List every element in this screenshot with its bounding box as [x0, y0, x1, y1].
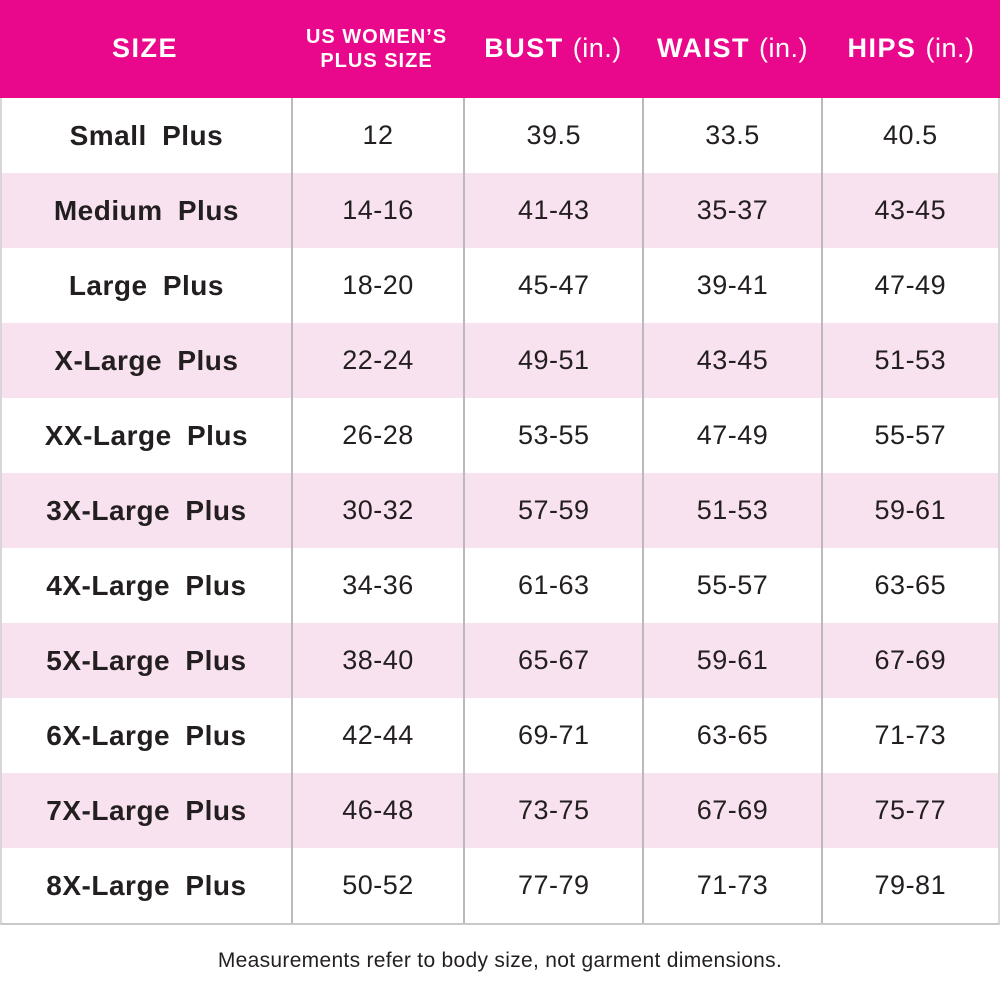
header-label-waist: WAIST: [657, 33, 750, 64]
header-label-plus-line2: PLUS SIZE: [320, 50, 433, 72]
hips-cell: 67-69: [820, 623, 998, 698]
size-cell: X-Large Plus: [54, 344, 239, 376]
size-cell: 7X-Large Plus: [46, 794, 247, 826]
bust-cell: 77-79: [463, 848, 642, 923]
waist-cell: 39-41: [642, 248, 820, 323]
table-row-xx-large-plus: XX-Large Plus 26-28 53-55 47-49 55-57: [2, 398, 998, 473]
plus-size-cell: 26-28: [290, 398, 463, 473]
hips-cell: 59-61: [820, 473, 998, 548]
size-cell: Medium Plus: [53, 194, 240, 226]
waist-cell: 51-53: [642, 473, 820, 548]
table-row-small-plus: Small Plus 12 39.5 33.5 40.5: [2, 98, 998, 173]
plus-size-cell: 14-16: [290, 173, 463, 248]
hips-cell: 79-81: [820, 848, 998, 923]
waist-cell: 43-45: [642, 323, 820, 398]
header-cell-us-womens-plus-size: US WOMEN’S PLUS SIZE: [290, 0, 463, 98]
waist-cell: 59-61: [642, 623, 820, 698]
plus-size-cell: 46-48: [290, 773, 463, 848]
table-row-6x-large-plus: 6X-Large Plus 42-44 69-71 63-65 71-73: [2, 698, 998, 773]
waist-cell: 67-69: [642, 773, 820, 848]
header-cell-bust: BUST (in.): [463, 0, 643, 98]
bust-cell: 69-71: [463, 698, 642, 773]
size-cell: 6X-Large Plus: [46, 719, 247, 751]
table-row-3x-large-plus: 3X-Large Plus 30-32 57-59 51-53 59-61: [2, 473, 998, 548]
size-cell: 8X-Large Plus: [46, 869, 247, 901]
plus-size-cell: 12: [290, 98, 463, 173]
header-cell-hips: HIPS (in.): [822, 0, 1000, 98]
size-cell: 3X-Large Plus: [46, 494, 247, 526]
bust-cell: 41-43: [463, 173, 642, 248]
plus-size-cell: 34-36: [290, 548, 463, 623]
waist-cell: 47-49: [642, 398, 820, 473]
waist-cell: 55-57: [642, 548, 820, 623]
header-unit-bust: (in.): [572, 33, 622, 64]
hips-cell: 63-65: [820, 548, 998, 623]
size-cell: XX-Large Plus: [44, 419, 249, 451]
table-row-x-large-plus: X-Large Plus 22-24 49-51 43-45 51-53: [2, 323, 998, 398]
plus-size-cell: 22-24: [290, 323, 463, 398]
measurement-note: Measurements refer to body size, not gar…: [217, 949, 783, 972]
plus-size-cell: 30-32: [290, 473, 463, 548]
header-label-plus-line1: US WOMEN’S: [305, 26, 448, 48]
table-row-8x-large-plus: 8X-Large Plus 50-52 77-79 71-73 79-81: [2, 848, 998, 923]
plus-size-cell: 50-52: [290, 848, 463, 923]
plus-size-cell: 42-44: [290, 698, 463, 773]
table-row-5x-large-plus: 5X-Large Plus 38-40 65-67 59-61 67-69: [2, 623, 998, 698]
waist-cell: 33.5: [642, 98, 820, 173]
table-body: Small Plus 12 39.5 33.5 40.5 Medium Plus…: [0, 98, 1000, 925]
header-cell-size: SIZE: [0, 0, 290, 98]
header-label-bust: BUST: [484, 33, 564, 64]
header-label-hips: HIPS: [847, 33, 917, 64]
header-unit-waist: (in.): [759, 33, 808, 64]
header-unit-hips: (in.): [925, 33, 975, 64]
size-cell: 4X-Large Plus: [46, 569, 247, 601]
waist-cell: 63-65: [642, 698, 820, 773]
waist-cell: 71-73: [642, 848, 820, 923]
hips-cell: 55-57: [820, 398, 998, 473]
table-row-large-plus: Large Plus 18-20 45-47 39-41 47-49: [2, 248, 998, 323]
hips-cell: 71-73: [820, 698, 998, 773]
plus-size-cell: 38-40: [290, 623, 463, 698]
size-cell: Small Plus: [69, 119, 224, 151]
size-cell: 5X-Large Plus: [46, 644, 247, 676]
bust-cell: 61-63: [463, 548, 642, 623]
bust-cell: 73-75: [463, 773, 642, 848]
hips-cell: 47-49: [820, 248, 998, 323]
bust-cell: 65-67: [463, 623, 642, 698]
table-header-row: SIZE US WOMEN’S PLUS SIZE BUST (in.) WAI…: [0, 0, 1000, 98]
bust-cell: 57-59: [463, 473, 642, 548]
bust-cell: 53-55: [463, 398, 642, 473]
header-label-size: SIZE: [111, 33, 178, 64]
hips-cell: 51-53: [820, 323, 998, 398]
size-cell: Large Plus: [68, 269, 224, 301]
size-chart-table: SIZE US WOMEN’S PLUS SIZE BUST (in.) WAI…: [0, 0, 1000, 925]
hips-cell: 43-45: [820, 173, 998, 248]
hips-cell: 40.5: [820, 98, 998, 173]
table-row-4x-large-plus: 4X-Large Plus 34-36 61-63 55-57 63-65: [2, 548, 998, 623]
bust-cell: 49-51: [463, 323, 642, 398]
table-row-medium-plus: Medium Plus 14-16 41-43 35-37 43-45: [2, 173, 998, 248]
plus-size-cell: 18-20: [290, 248, 463, 323]
bust-cell: 45-47: [463, 248, 642, 323]
hips-cell: 75-77: [820, 773, 998, 848]
bust-cell: 39.5: [463, 98, 642, 173]
table-row-7x-large-plus: 7X-Large Plus 46-48 73-75 67-69 75-77: [2, 773, 998, 848]
header-cell-waist: WAIST (in.): [643, 0, 822, 98]
waist-cell: 35-37: [642, 173, 820, 248]
